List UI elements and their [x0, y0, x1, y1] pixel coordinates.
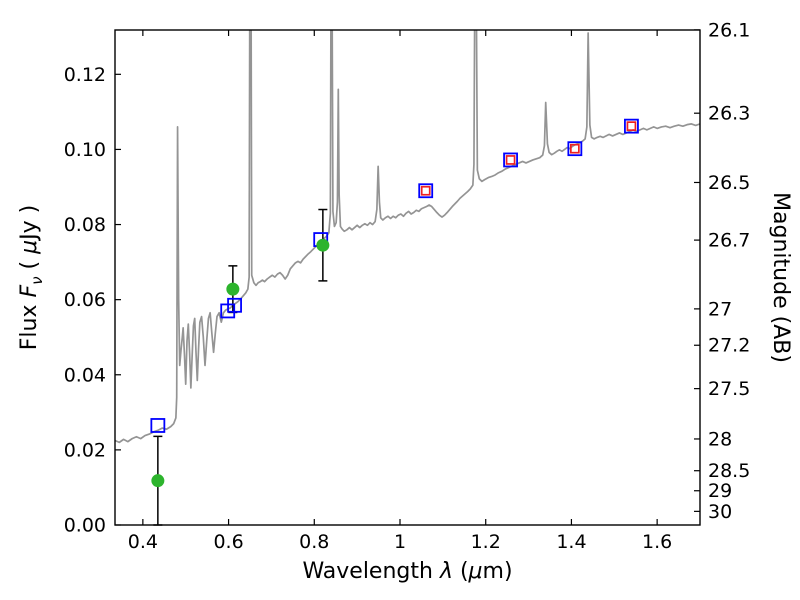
y-axis-label: Flux Fν ( μJy ) — [17, 205, 46, 350]
plot-border — [114, 29, 701, 526]
observed-photometry-point — [226, 282, 240, 296]
y2-tick-label: 26.7 — [708, 230, 750, 252]
y2-tick-label: 26.5 — [708, 172, 750, 194]
y-tick-label: 0.08 — [64, 214, 106, 236]
x-tick-label: 1.4 — [556, 531, 586, 553]
y2-tick-label: 27.5 — [708, 378, 750, 400]
model-photometry-square — [624, 118, 639, 134]
y-tick-label: 0.04 — [64, 364, 106, 386]
y2-tick-label: 27.2 — [708, 335, 750, 357]
refit-photometry-square — [570, 143, 580, 154]
y-tick-label: 0.00 — [64, 515, 106, 537]
model-photometry-square — [150, 418, 166, 433]
y2-tick-label: 30 — [708, 501, 732, 523]
y2-tick-label: 26.1 — [708, 19, 750, 41]
model-photometry-square — [418, 183, 434, 199]
refit-photometry-square — [420, 185, 431, 196]
x-tick-label: 0.8 — [299, 531, 329, 553]
y2-tick-label: 28 — [708, 428, 732, 450]
x-axis-label: Wavelength λ (μm) — [302, 559, 512, 584]
refit-photometry-square — [626, 121, 637, 131]
axis-ticks — [115, 29, 700, 526]
y2-axis-label: Magnitude (AB) — [768, 192, 793, 363]
x-tick-label: 1.6 — [642, 531, 672, 553]
refit-photometry-square — [505, 155, 516, 165]
y-tick-label: 0.10 — [64, 139, 106, 161]
y-tick-label: 0.02 — [64, 439, 106, 461]
y2-tick-label: 27 — [708, 298, 732, 320]
tick-labels: 0.4 0.6 0.8 1 1.2 1.4 1.6 0.00 0.02 0.04 0.06 0.08 0… — [64, 19, 751, 553]
x-tick-label: 1 — [394, 531, 406, 553]
y-tick-label: 0.12 — [64, 64, 106, 86]
model-photometry-square — [567, 141, 583, 157]
refit-photometry-squares — [420, 121, 637, 196]
x-tick-label: 0.4 — [128, 531, 158, 553]
y-tick-label: 0.06 — [64, 289, 106, 311]
observed-photometry-points — [151, 238, 330, 488]
observed-photometry-point — [316, 238, 330, 252]
x-tick-label: 0.6 — [213, 531, 243, 553]
y2-tick-label: 28.5 — [708, 460, 750, 482]
y2-tick-label: 26.3 — [708, 103, 750, 125]
x-tick-label: 1.2 — [471, 531, 501, 553]
model-photometry-square — [227, 297, 242, 313]
y2-tick-label: 29 — [708, 480, 732, 502]
observed-photometry-point — [151, 474, 165, 488]
model-photometry-square — [503, 152, 518, 168]
model-spectrum-line — [115, 30, 700, 444]
